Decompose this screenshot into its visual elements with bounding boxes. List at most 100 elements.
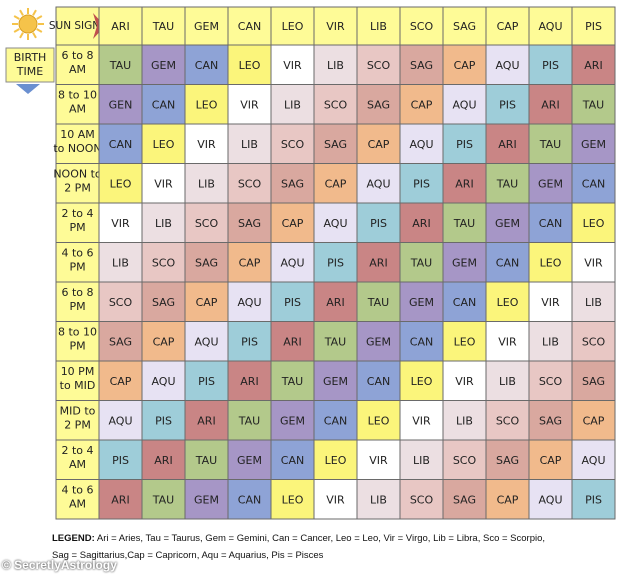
sign-cell-sco: SCO xyxy=(313,84,358,125)
sign-cell-bg xyxy=(571,321,616,362)
sun-ray xyxy=(13,15,20,20)
sign-cell-bg xyxy=(270,281,315,322)
sign-cell-pis: PIS xyxy=(528,44,573,85)
sign-cell-lib: LIB xyxy=(184,163,229,204)
sign-cell-label: LEO xyxy=(239,59,261,72)
sign-cell-ari: ARI xyxy=(571,44,616,85)
sign-cell-leo: LEO xyxy=(485,281,530,322)
sign-cell-bg xyxy=(528,123,573,164)
sign-cell-bg xyxy=(313,242,358,283)
sign-cell-bg xyxy=(528,44,573,85)
sign-cell-label: CAN xyxy=(539,217,562,230)
sign-cell-label: CAP xyxy=(325,177,347,190)
sign-cell-aqu: AQU xyxy=(98,400,143,441)
sign-cell-aqu: AQU xyxy=(313,202,358,243)
time-label-line: NOON to xyxy=(53,167,102,180)
sign-cell-label: GEM xyxy=(237,454,262,467)
sun-icon xyxy=(12,8,44,40)
sign-cell-label: GEM xyxy=(495,217,520,230)
sign-cell-label: TAU xyxy=(496,177,518,190)
sign-cell-bg xyxy=(528,242,573,283)
sign-cell-label: LIB xyxy=(542,335,559,348)
sign-cell-gen: GEN xyxy=(98,84,143,125)
sign-cell-bg xyxy=(141,123,186,164)
sign-cell-label: TAU xyxy=(152,493,174,506)
sign-cell-tau: TAU xyxy=(485,163,530,204)
sign-cell-bg xyxy=(571,360,616,401)
sign-cell-bg xyxy=(571,84,616,125)
sign-header-cell xyxy=(442,6,487,46)
sign-cell-label: AQU xyxy=(581,454,605,467)
sign-cell-cap: CAP xyxy=(313,163,358,204)
sign-cell-bg xyxy=(399,123,444,164)
sign-cell-label: CAN xyxy=(152,98,175,111)
sign-cell-label: AQU xyxy=(194,335,218,348)
time-label-line: 2 to 4 xyxy=(61,444,93,457)
sign-cell-cap: CAP xyxy=(528,439,573,480)
sign-cell-gem: GEM xyxy=(528,163,573,204)
sign-cell-label: LEO xyxy=(196,98,218,111)
sign-cell-bg xyxy=(141,163,186,204)
sign-cell-label: LIB xyxy=(456,414,473,427)
sign-header-label: CAN xyxy=(238,20,261,33)
sign-cell-label: LEO xyxy=(497,296,519,309)
sign-cell-bg xyxy=(571,242,616,283)
sign-cell-bg xyxy=(399,479,444,520)
time-label-line: 2 PM xyxy=(64,181,91,194)
sign-cell-bg xyxy=(528,439,573,480)
sign-cell-cap: CAP xyxy=(141,321,186,362)
sign-cell-label: CAN xyxy=(195,59,218,72)
sign-cell-label: AQU xyxy=(280,256,304,269)
sign-cell-bg xyxy=(227,400,272,441)
sign-cell-pis: PIS xyxy=(571,479,616,520)
sign-cell-lib: LIB xyxy=(313,44,358,85)
sign-cell-bg xyxy=(528,360,573,401)
time-cell xyxy=(55,163,100,204)
sign-cell-vir: VIR xyxy=(399,400,444,441)
sign-cell-lib: LIB xyxy=(399,439,444,480)
table-row: 4 to 6 PM LIB SCO SAG CAP AQU PIS ARI TAU GEM CAN LE… xyxy=(55,242,616,283)
sign-cell-label: SCO xyxy=(281,138,305,151)
sign-cell-label: AQU xyxy=(151,375,175,388)
sign-cell-label: LEO xyxy=(583,217,605,230)
sign-cell-ari: ARI xyxy=(528,84,573,125)
sign-cell-sco: SCO xyxy=(356,44,401,85)
time-label: MID to 2 PM xyxy=(60,404,96,431)
sign-cell-sco: SCO xyxy=(141,242,186,283)
sign-cell-aqu: AQU xyxy=(399,123,444,164)
sign-cell-bg xyxy=(442,202,487,243)
sign-cell-bg xyxy=(270,439,315,480)
sign-cell-aqu: AQU xyxy=(485,44,530,85)
sign-cell-gem: GEM xyxy=(485,202,530,243)
sign-cell-sco: SCO xyxy=(270,123,315,164)
legend-line-2: Sag = Sagittarius,Cap = Capricorn, Aqu =… xyxy=(52,550,324,561)
sign-cell-label: TAU xyxy=(238,414,260,427)
sign-cell-label: LIB xyxy=(155,217,172,230)
sign-cell-bg xyxy=(356,281,401,322)
sign-cell-label: ARI xyxy=(541,98,559,111)
sign-header-label: TAU xyxy=(152,20,174,33)
sign-cell-leo: LEO xyxy=(356,400,401,441)
sign-cell-can: CAN xyxy=(98,123,143,164)
sign-cell-vir: VIR xyxy=(98,202,143,243)
sign-cell-bg xyxy=(313,202,358,243)
sign-cell-label: CAN xyxy=(109,138,132,151)
sign-cell-label: GEM xyxy=(409,296,434,309)
sign-cell-cap: CAP xyxy=(442,44,487,85)
legend-line-1: Ari = Aries, Tau = Taurus, Gem = Gemini,… xyxy=(96,533,546,544)
sign-cell-aqu: AQU xyxy=(141,360,186,401)
sign-header-sag: SAG xyxy=(442,6,487,46)
sign-cell-vir: VIR xyxy=(141,163,186,204)
sign-cell-bg xyxy=(227,44,272,85)
sign-cell-bg xyxy=(485,400,530,441)
sign-cell-label: LIB xyxy=(413,454,430,467)
sign-cell-bg xyxy=(141,44,186,85)
sign-cell-label: VIR xyxy=(369,454,388,467)
sign-cell-tau: TAU xyxy=(141,479,186,520)
sign-cell-label: SCO xyxy=(324,98,348,111)
sign-cell-can: CAN xyxy=(141,84,186,125)
time-label: 2 to 4 PM xyxy=(61,207,93,234)
sign-cell-pis: PIS xyxy=(227,321,272,362)
sign-cell-sco: SCO xyxy=(184,202,229,243)
